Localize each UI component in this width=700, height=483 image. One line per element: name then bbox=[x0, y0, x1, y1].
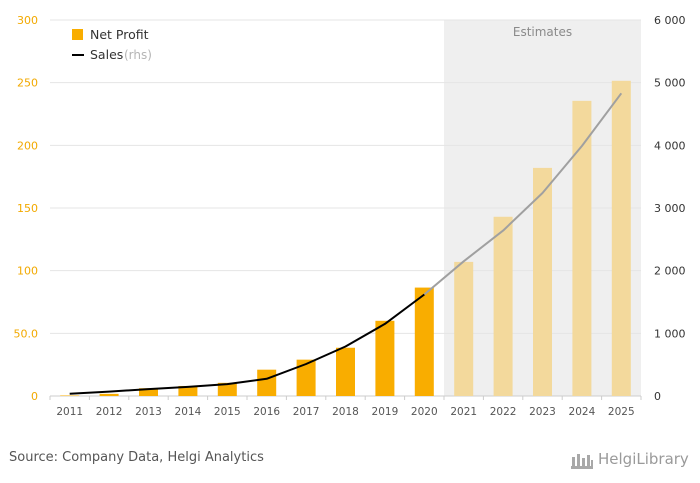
x-tick-label-2022: 2022 bbox=[490, 406, 517, 418]
y-right-tick-label: 5 000 bbox=[654, 77, 686, 90]
y-left-tick-label: 0 bbox=[31, 390, 38, 403]
y-right-tick-label: 6 000 bbox=[654, 14, 686, 27]
helgi-library-logo: HelgiLibrary bbox=[569, 449, 693, 471]
logo-wordmark: HelgiLibrary bbox=[598, 450, 689, 468]
source-note: Source: Company Data, Helgi Analytics bbox=[9, 450, 264, 465]
sales-line-estimate bbox=[423, 92, 623, 296]
bar-net-profit-2024 bbox=[572, 100, 592, 396]
x-tick-label-2016: 2016 bbox=[253, 406, 280, 418]
bar-net-profit-2016 bbox=[257, 369, 277, 396]
x-tick-label-2021: 2021 bbox=[450, 406, 477, 418]
y-left-tick-label: 200 bbox=[17, 139, 38, 152]
bar-net-profit-2018 bbox=[336, 347, 355, 396]
y-right-tick-label: 0 bbox=[654, 390, 661, 403]
bar-net-profit-2023 bbox=[533, 167, 552, 396]
bar-net-profit-2012 bbox=[99, 393, 119, 396]
x-tick-label-2019: 2019 bbox=[372, 406, 399, 418]
net-profit-bars bbox=[60, 80, 631, 396]
legend-label-sales: Sales bbox=[90, 47, 123, 62]
y-axis-right: 0 1 000 2 000 3 000 4 000 5 000 6 000 bbox=[654, 14, 686, 403]
y-axis-left: 0 50.0 100 150 200 250 300 bbox=[14, 14, 39, 403]
bar-net-profit-2025 bbox=[611, 80, 631, 396]
y-left-tick-label: 100 bbox=[17, 265, 38, 278]
y-right-tick-label: 4 000 bbox=[654, 139, 686, 152]
bar-net-profit-2013 bbox=[139, 388, 158, 396]
x-tick-label-2024: 2024 bbox=[569, 406, 596, 418]
x-axis: 2011 2012 2013 2014 2015 2016 2017 2018 2019 2020… bbox=[56, 406, 634, 418]
x-tick-label-2014: 2014 bbox=[175, 406, 202, 418]
chart: 0 50.0 100 150 200 250 300 0 1 000 2 000 3 000 4 0… bbox=[14, 14, 686, 418]
sales-line bbox=[69, 92, 623, 395]
bar-net-profit-2017 bbox=[296, 359, 316, 396]
x-tick-label-2015: 2015 bbox=[214, 406, 241, 418]
estimates-label: Estimates bbox=[513, 25, 572, 39]
x-tick-label-2017: 2017 bbox=[293, 406, 320, 418]
legend-swatch-net-profit bbox=[72, 29, 83, 40]
y-right-tick-label: 1 000 bbox=[654, 327, 686, 340]
x-tick-label-2020: 2020 bbox=[411, 406, 438, 418]
legend-label-net-profit: Net Profit bbox=[90, 27, 149, 42]
y-left-tick-label: 50.0 bbox=[14, 327, 39, 340]
legend-label-sales-suffix: (rhs) bbox=[124, 48, 152, 62]
sales-line-actual bbox=[69, 293, 425, 395]
x-tick-label-2012: 2012 bbox=[96, 406, 123, 418]
bar-net-profit-2019 bbox=[375, 320, 395, 396]
bar-net-profit-2021 bbox=[454, 261, 474, 396]
legend: Net Profit Sales (rhs) bbox=[72, 27, 152, 62]
x-tick-label-2018: 2018 bbox=[332, 406, 359, 418]
y-left-tick-label: 150 bbox=[17, 202, 38, 215]
bar-net-profit-2015 bbox=[217, 382, 237, 396]
x-tick-label-2023: 2023 bbox=[529, 406, 556, 418]
x-tick-label-2025: 2025 bbox=[608, 406, 635, 418]
y-left-tick-label: 250 bbox=[17, 77, 38, 90]
bar-net-profit-2020 bbox=[414, 287, 434, 396]
library-building-icon bbox=[571, 454, 593, 469]
x-tick-label-2013: 2013 bbox=[135, 406, 162, 418]
x-tick-label-2011: 2011 bbox=[56, 406, 83, 418]
y-right-tick-label: 3 000 bbox=[654, 202, 686, 215]
bar-net-profit-2011 bbox=[60, 395, 80, 396]
bar-net-profit-2022 bbox=[493, 216, 513, 396]
y-left-tick-label: 300 bbox=[17, 14, 38, 27]
y-right-tick-label: 2 000 bbox=[654, 265, 686, 278]
bar-net-profit-2014 bbox=[178, 385, 198, 396]
